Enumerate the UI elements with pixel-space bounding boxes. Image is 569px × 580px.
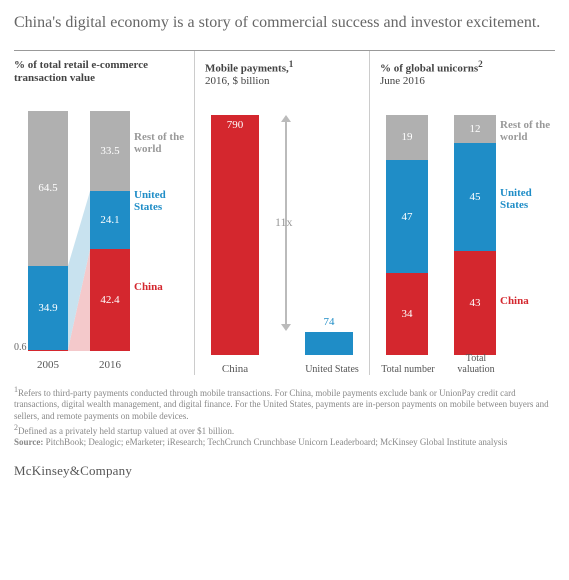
label-china-3: China bbox=[500, 295, 529, 307]
stacked-col-valuation: 434512 bbox=[454, 115, 496, 355]
panel1-small-value: 0.6 bbox=[14, 342, 27, 353]
bar-value: 74 bbox=[305, 316, 353, 328]
segment-rest: 12 bbox=[454, 115, 496, 144]
charts-row: % of total retail e-commerce transaction… bbox=[14, 50, 555, 375]
panel2-xlabel-1: United States bbox=[297, 364, 367, 375]
bar-china: 790 bbox=[211, 115, 259, 355]
panel2-chart: 790 74 11x China United States bbox=[205, 95, 361, 375]
panel-mobile-payments: Mobile payments,1 2016, $ billion 790 74… bbox=[194, 51, 369, 375]
panel3-xlabel-1: Total valuation bbox=[446, 353, 506, 375]
label-china-1: China bbox=[134, 281, 163, 293]
segment-us: 47 bbox=[386, 160, 428, 273]
segment-china: 34 bbox=[386, 273, 428, 355]
footnote-1: 1Refers to third-party payments conducte… bbox=[14, 385, 555, 423]
label-rest-1: Rest of the world bbox=[134, 131, 186, 155]
panel2-title: Mobile payments,1 bbox=[205, 59, 361, 76]
footnotes: 1Refers to third-party payments conducte… bbox=[14, 385, 555, 449]
label-us-1: United States bbox=[134, 189, 186, 213]
stacked-col-number: 344719 bbox=[386, 115, 428, 355]
segment-china: 43 bbox=[454, 251, 496, 354]
main-title: China's digital economy is a story of co… bbox=[14, 12, 555, 34]
segment-us: 45 bbox=[454, 143, 496, 251]
panel1-chart: 34.964.5 42.424.133.5 0.6 2005 2016 Rest… bbox=[14, 91, 186, 371]
panel3-xlabel-0: Total number bbox=[380, 364, 436, 375]
panel2-subtitle: 2016, $ billion bbox=[205, 75, 361, 88]
panel2-xlabel-0: China bbox=[211, 363, 259, 375]
panel-unicorns: % of global unicorns2 June 2016 344719 4… bbox=[369, 51, 554, 375]
panel3-title: % of global unicorns2 bbox=[380, 59, 554, 76]
infographic: China's digital economy is a story of co… bbox=[0, 0, 569, 489]
panel3-chart: 344719 434512 Total number Total valuati… bbox=[380, 95, 554, 375]
multiplier-label: 11x bbox=[275, 215, 293, 230]
bar-value: 790 bbox=[211, 115, 259, 131]
source-line: Source: PitchBook; Dealogic; eMarketer; … bbox=[14, 437, 555, 449]
panel3-subtitle: June 2016 bbox=[380, 75, 554, 88]
brand: McKinsey&Company bbox=[14, 463, 555, 479]
footnote-2: 2Defined as a privately held startup val… bbox=[14, 423, 555, 438]
panel-ecommerce: % of total retail e-commerce transaction… bbox=[14, 51, 194, 375]
label-rest-3: Rest of the world bbox=[500, 119, 560, 143]
segment-rest: 19 bbox=[386, 115, 428, 161]
bar-us: 74 bbox=[305, 332, 353, 354]
label-us-3: United States bbox=[500, 187, 560, 211]
panel1-subtitle: transaction value bbox=[14, 72, 186, 85]
panel1-title: % of total retail e-commerce bbox=[14, 59, 186, 72]
panel1-xlabel-1: 2016 bbox=[90, 359, 130, 371]
panel1-xlabel-0: 2005 bbox=[28, 359, 68, 371]
